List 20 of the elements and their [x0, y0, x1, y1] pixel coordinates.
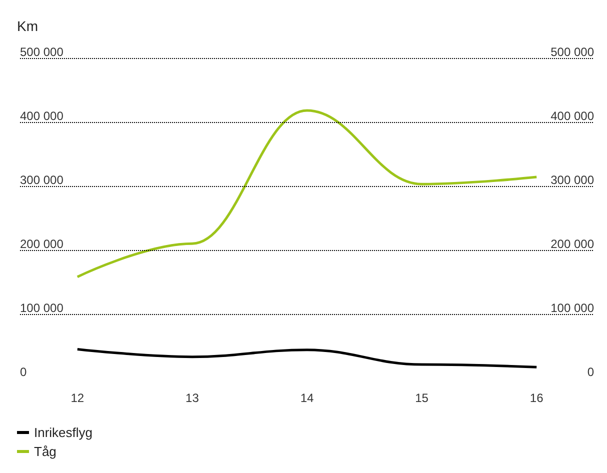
y-tick-label: 500 000: [20, 45, 64, 59]
y-tick-label: 100 000: [20, 301, 64, 315]
y-axis-title: Km: [17, 18, 38, 34]
x-tick-label: 12: [70, 391, 84, 405]
y-tick-label: 400 000: [20, 109, 64, 123]
x-tick-label: 15: [415, 391, 429, 405]
x-tick-label: 14: [300, 391, 314, 405]
y2-tick-label: 300 000: [550, 173, 594, 187]
y2-tick-label: 0: [587, 365, 594, 379]
legend-label: Inrikesflyg: [34, 425, 93, 440]
y2-tick-label: 200 000: [550, 237, 594, 251]
y2-tick-label: 400 000: [550, 109, 594, 123]
y-tick-label: 0: [20, 365, 27, 379]
y2-tick-label: 500 000: [550, 45, 594, 59]
y-tick-label: 200 000: [20, 237, 64, 251]
y-tick-label: 300 000: [20, 173, 64, 187]
y2-tick-label: 100 000: [550, 301, 594, 315]
x-tick-label: 16: [530, 391, 544, 405]
x-tick-label: 13: [186, 391, 200, 405]
legend-label: Tåg: [34, 444, 56, 459]
